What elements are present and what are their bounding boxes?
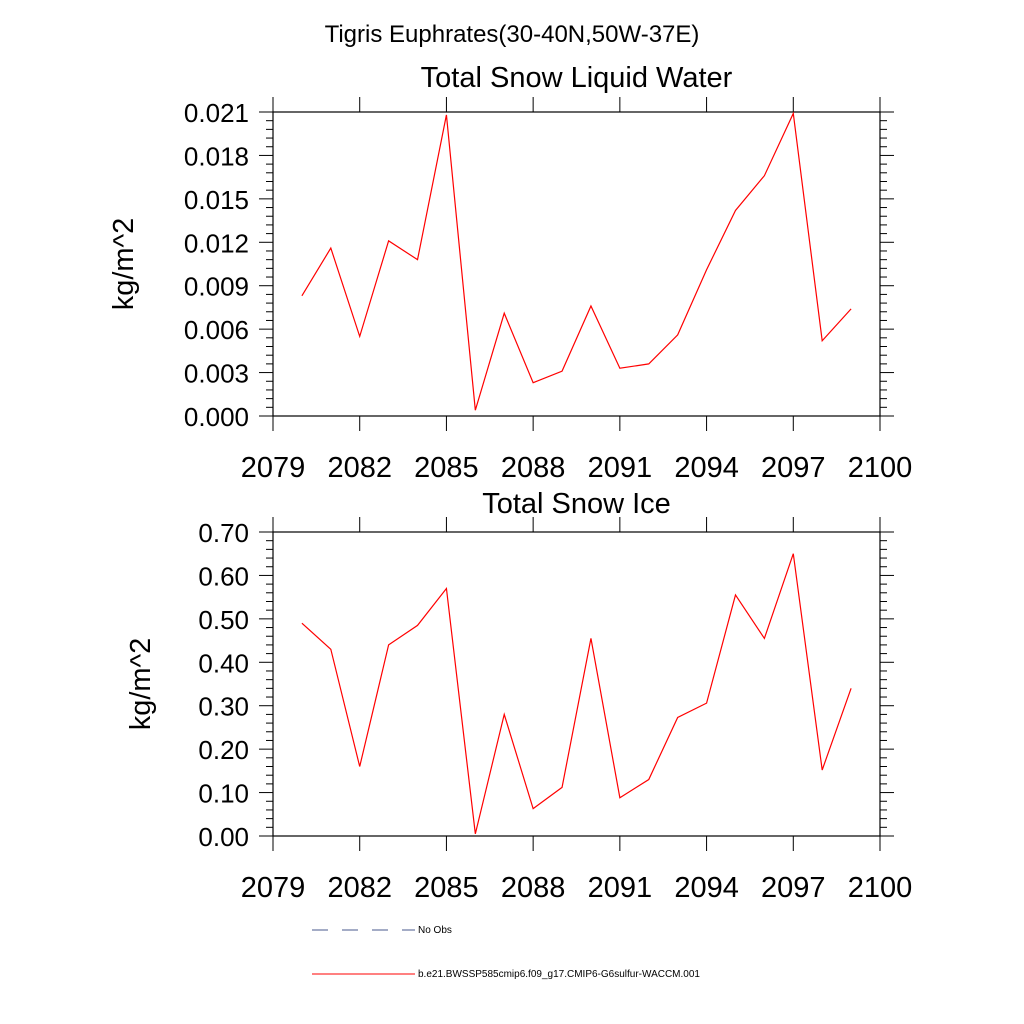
y-tick-label: 0.50 (198, 605, 249, 635)
x-tick-label: 2100 (848, 872, 913, 904)
y-tick-label: 0.60 (198, 561, 249, 591)
series-line-1 (301, 553, 852, 834)
chart-panel-1: Total Snow Liquid Water kg/m^2 2079 2082 208… (108, 62, 912, 484)
x-tick-label: 2082 (327, 452, 392, 484)
legend-label-model: b.e21.BWSSP585cmip6.f09_g17.CMIP6-G6sulf… (418, 969, 700, 980)
y-axis-label: kg/m^2 (108, 218, 140, 311)
y-tick-label: 0.70 (198, 518, 249, 548)
x-tick-label: 2097 (761, 872, 826, 904)
main-title: Tigris Euphrates(30-40N,50W-37E) (325, 21, 700, 48)
y-tick-label: 0.012 (184, 228, 249, 258)
x-tick-label: 2085 (414, 452, 479, 484)
y-tick-label: 0.20 (198, 735, 249, 765)
y-tick-label: 0.00 (198, 822, 249, 852)
x-tick-label: 2091 (588, 872, 653, 904)
chart-panel-2: Total Snow Ice kg/m^2 2079 2082 2085 2088 2091… (125, 488, 912, 904)
y-tick-label: 0.003 (184, 359, 249, 389)
y-tick-label: 0.30 (198, 692, 249, 722)
x-tick-label: 2079 (241, 872, 306, 904)
x-tick-label: 2088 (501, 452, 566, 484)
y-tick-label: 0.006 (184, 315, 249, 345)
x-tick-label: 2088 (501, 872, 566, 904)
x-tick-label: 2094 (674, 872, 739, 904)
x-tick-label: 2082 (327, 872, 392, 904)
y-tick-label: 0.021 (184, 98, 249, 128)
plot-frame (272, 111, 881, 417)
y-tick-label: 0.40 (198, 648, 249, 678)
legend-label-no-obs: No Obs (418, 925, 452, 936)
y-tick-label: 0.000 (184, 402, 249, 432)
panel-title: Total Snow Ice (482, 488, 671, 520)
y-tick-label: 0.015 (184, 185, 249, 215)
x-tick-label: 2100 (848, 452, 913, 484)
x-tick-label: 2085 (414, 872, 479, 904)
x-tick-label: 2097 (761, 452, 826, 484)
y-tick-label: 0.009 (184, 272, 249, 302)
chart-panels: Total Snow Liquid Water kg/m^2 2079 2082 208… (108, 62, 912, 904)
plot-frame (272, 531, 881, 837)
x-tick-label: 2091 (588, 452, 653, 484)
y-tick-label: 0.018 (184, 141, 249, 171)
panel-title: Total Snow Liquid Water (421, 62, 733, 94)
y-tick-label: 0.10 (198, 779, 249, 809)
x-tick-label: 2079 (241, 452, 306, 484)
y-axis-label: kg/m^2 (125, 638, 157, 731)
series-line-1 (301, 111, 852, 411)
legend: No Obs b.e21.BWSSP585cmip6.f09_g17.CMIP6-… (312, 925, 700, 980)
x-tick-label: 2094 (674, 452, 739, 484)
